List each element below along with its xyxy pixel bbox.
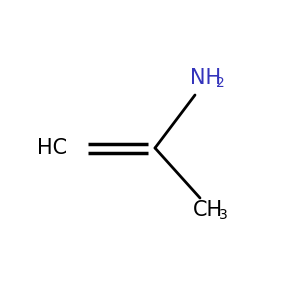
Text: 3: 3	[219, 208, 228, 222]
Text: CH: CH	[193, 200, 223, 220]
Text: NH: NH	[190, 68, 221, 88]
Text: HC: HC	[37, 138, 67, 158]
Text: 2: 2	[216, 76, 225, 90]
